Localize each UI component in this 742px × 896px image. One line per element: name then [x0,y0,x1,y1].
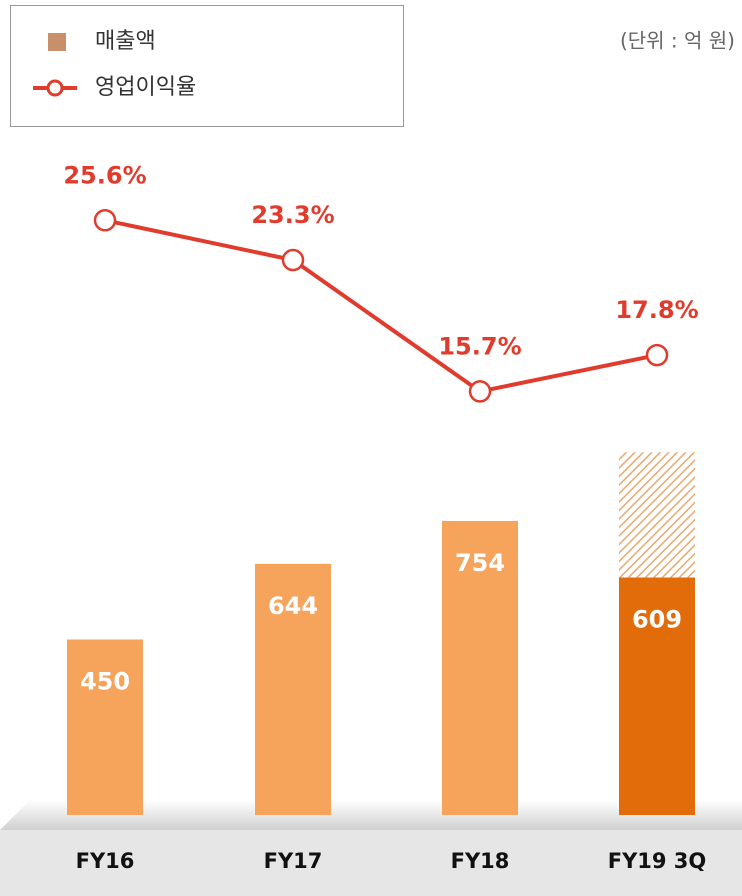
bar-value-label: 754 [455,549,505,577]
bar-value-label: 450 [80,668,130,696]
line-marker [468,380,492,403]
category-band [0,830,742,896]
x-tick-label: FY18 [451,849,510,873]
legend-label: 매출액 [95,29,156,54]
bar [255,563,331,815]
legend-swatch [48,33,66,51]
floor [0,800,742,830]
line-value-label: 23.3% [251,201,334,229]
line [104,218,658,394]
x-tick-label: FY19 3Q [608,849,707,873]
bar [619,452,695,578]
line-value-label: 17.8% [615,296,698,324]
bar-value-label: 644 [268,592,318,620]
unit-label: (단위 : 억 원) [620,29,735,53]
bar [67,639,143,815]
bar [619,577,695,815]
line-value-label: 25.6% [63,161,146,189]
x-tick-label: FY17 [264,849,323,873]
line-marker [645,343,669,367]
bar-value-label: 609 [632,605,682,633]
legend-label: 영업이익율 [95,75,196,100]
legend-marker [46,79,64,97]
x-tick-label: FY16 [76,849,135,873]
legend-box [10,5,404,127]
bar [442,520,518,815]
line-marker [281,248,305,272]
line-marker [93,209,117,232]
line-value-label: 15.7% [438,332,521,360]
